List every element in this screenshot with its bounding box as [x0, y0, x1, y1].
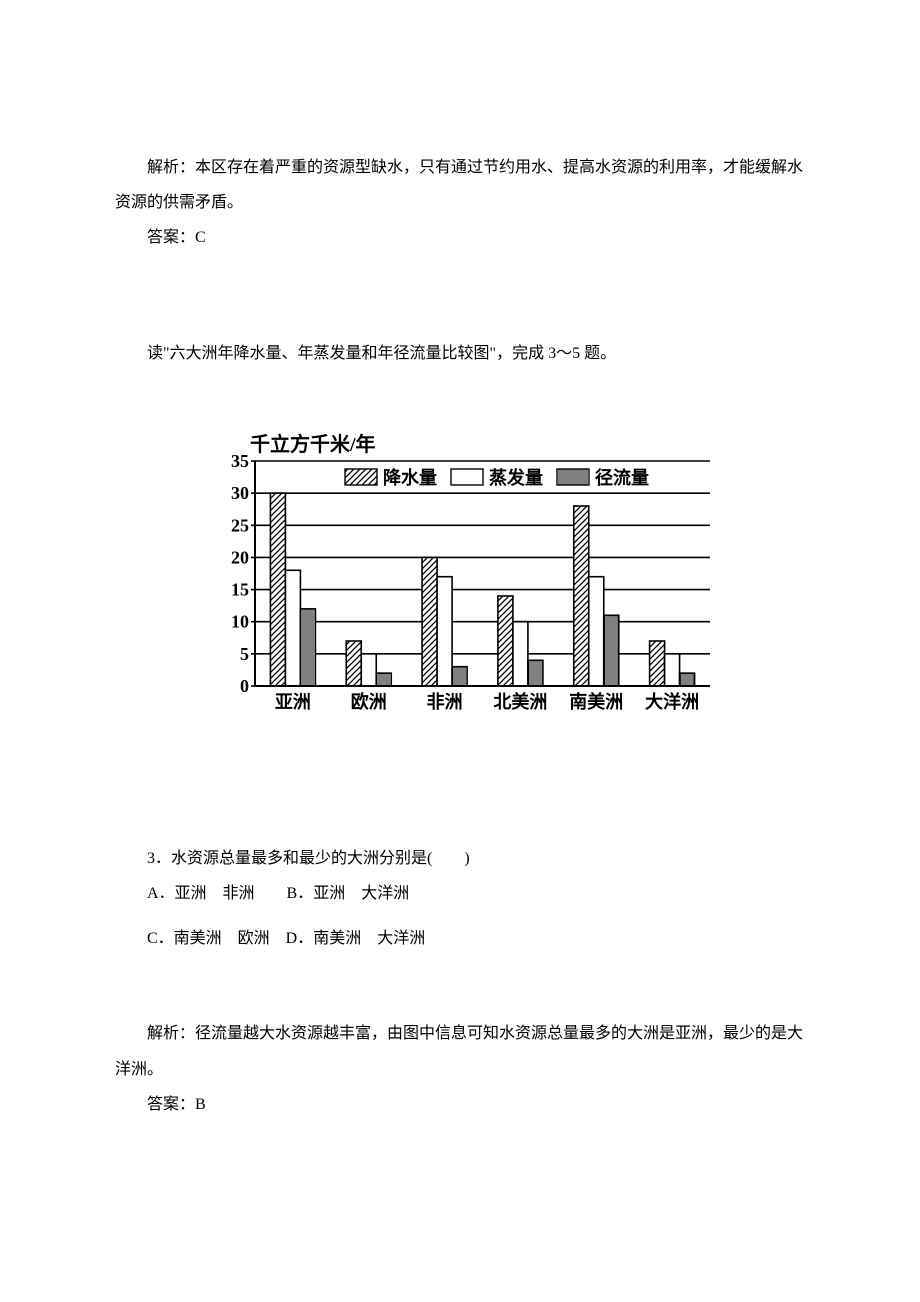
legend-swatch [451, 469, 483, 485]
spacer [115, 741, 805, 841]
chart-container: 千立方千米/年 0 5 10 15 20 25 30 35 亚洲 欧洲 非洲 北美洲 南美洲 大洋洲 降水量 蒸… [115, 431, 805, 721]
bar [650, 641, 665, 686]
bar [589, 576, 604, 685]
question-stem: 3．水资源总量最多和最少的大洲分别是( ) [115, 841, 805, 876]
category-label: 欧洲 [351, 691, 387, 712]
chart-svg: 千立方千米/年 0 5 10 15 20 25 30 35 亚洲 欧洲 非洲 北美洲 南美洲 大洋洲 降水量 蒸… [200, 431, 720, 721]
chart-intro: 读"六大洲年降水量、年蒸发量和年径流量比较图"，完成 3～5 题。 [115, 336, 805, 371]
bar [300, 609, 315, 686]
spacer [115, 911, 805, 921]
category-label: 北美洲 [493, 691, 547, 712]
y-tick-label: 20 [231, 547, 249, 567]
bar [528, 660, 543, 686]
answer-text: 答案：B [115, 1087, 805, 1122]
category-label: 非洲 [427, 691, 463, 712]
y-tick-label: 5 [240, 644, 249, 664]
bar [452, 666, 467, 685]
y-tick-label: 10 [231, 611, 249, 631]
category-label: 南美洲 [569, 691, 623, 712]
bar [346, 641, 361, 686]
spacer [115, 956, 805, 1016]
category-label: 亚洲 [275, 692, 311, 712]
plot-area [255, 461, 710, 686]
spacer [115, 256, 805, 336]
y-tick-label: 15 [231, 579, 249, 599]
y-tick-label: 0 [240, 676, 249, 696]
question-choices-cd: C．南美洲 欧洲 D．南美洲 大洋洲 [115, 921, 805, 956]
bar [513, 621, 528, 685]
y-tick-label: 30 [231, 483, 249, 503]
spacer [115, 371, 805, 411]
bar [574, 506, 589, 686]
bar [437, 576, 452, 685]
answer-text: 答案：C [115, 220, 805, 255]
y-tick-label: 35 [231, 451, 249, 471]
analysis-text: 解析：径流量越大水资源越丰富，由图中信息可知水资源总量最多的大洲是亚洲，最少的是… [115, 1016, 805, 1086]
bar [604, 615, 619, 686]
legend-label: 降水量 [383, 467, 437, 488]
legend-swatch [557, 469, 589, 485]
bar [285, 570, 300, 686]
analysis-text: 解析：本区存在着严重的资源型缺水，只有通过节约用水、提高水资源的利用率，才能缓解… [115, 150, 805, 220]
continents-bar-chart: 千立方千米/年 0 5 10 15 20 25 30 35 亚洲 欧洲 非洲 北美洲 南美洲 大洋洲 降水量 蒸… [200, 431, 720, 721]
bar [498, 596, 513, 686]
legend-label: 径流量 [595, 467, 649, 488]
question-choices-ab: A．亚洲 非洲 B．亚洲 大洋洲 [115, 876, 805, 911]
bar [680, 673, 695, 686]
bar [361, 654, 376, 686]
bar [376, 673, 391, 686]
bar [422, 557, 437, 686]
y-tick-label: 25 [231, 515, 249, 535]
legend-label: 蒸发量 [489, 467, 543, 488]
chart-y-title: 千立方千米/年 [250, 432, 376, 456]
category-label: 大洋洲 [645, 691, 699, 712]
legend-swatch [345, 469, 377, 485]
bar [665, 654, 680, 686]
document-page: 解析：本区存在着严重的资源型缺水，只有通过节约用水、提高水资源的利用率，才能缓解… [0, 0, 920, 1302]
bar [270, 493, 285, 686]
